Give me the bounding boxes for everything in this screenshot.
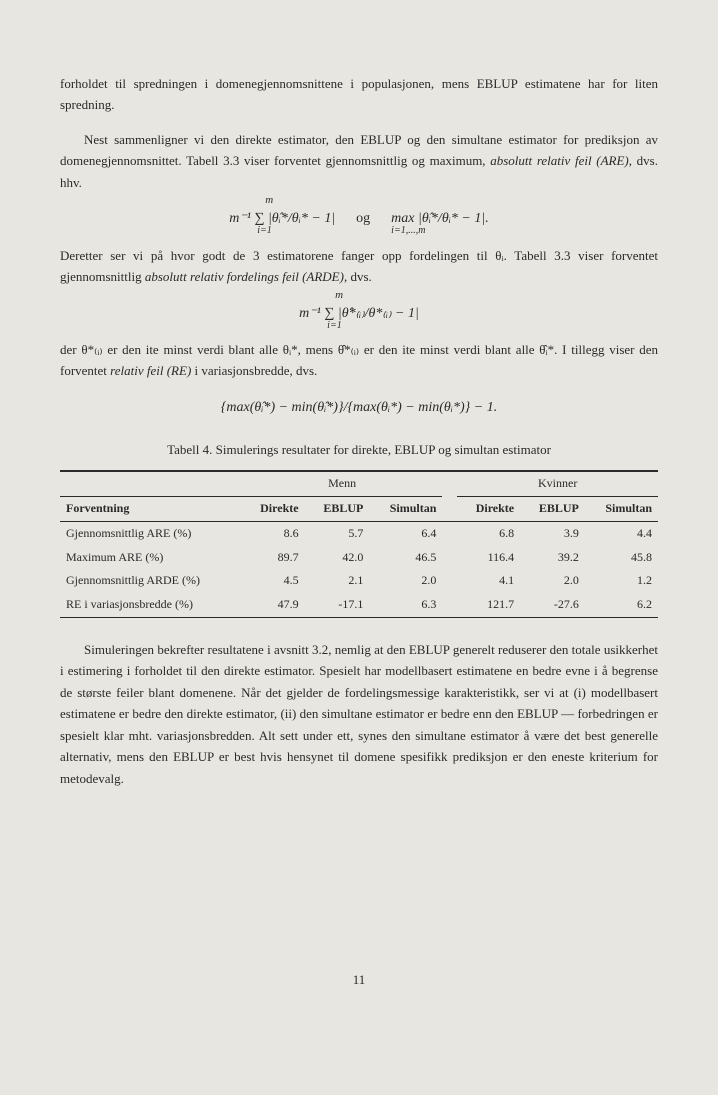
row-label: Gjennomsnittlig ARE (%)	[60, 521, 242, 545]
cell: 116.4	[457, 546, 520, 570]
formula-are: m m⁻¹ ∑ |θ̂ᵢ*/θᵢ* − 1| i=1 og max |θ̂ᵢ*/…	[60, 207, 658, 230]
cell: 89.7	[242, 546, 305, 570]
cell: 3.9	[520, 521, 585, 545]
page-number: 11	[60, 969, 658, 990]
formula1-og: og	[356, 211, 370, 226]
cell: 42.0	[305, 546, 370, 570]
cell: 6.8	[457, 521, 520, 545]
formula2-sup: m	[335, 286, 343, 304]
table-row: RE i variasjonsbredde (%) 47.9 -17.1 6.3…	[60, 593, 658, 617]
table-row: Gjennomsnittlig ARE (%) 8.6 5.7 6.4 6.8 …	[60, 521, 658, 545]
cell: 4.4	[585, 521, 658, 545]
cell: 2.0	[369, 569, 442, 593]
results-table: Menn Kvinner Forventning Direkte EBLUP S…	[60, 470, 658, 619]
cell: 46.5	[369, 546, 442, 570]
group-header-kvinner: Kvinner	[457, 471, 658, 496]
paragraph-3: Deretter ser vi på hvor godt de 3 estima…	[60, 245, 658, 288]
formula1-left: m⁻¹ ∑ |θ̂ᵢ*/θᵢ* − 1|	[229, 211, 335, 226]
col-eblup-2: EBLUP	[520, 496, 585, 521]
cell: 8.6	[242, 521, 305, 545]
row-label: RE i variasjonsbredde (%)	[60, 593, 242, 617]
table-row: Gjennomsnittlig ARDE (%) 4.5 2.1 2.0 4.1…	[60, 569, 658, 593]
table-caption: Tabell 4. Simulerings resultater for dir…	[60, 439, 658, 460]
para4-text-c: i variasjonsbredde, dvs.	[191, 363, 317, 378]
cell: 39.2	[520, 546, 585, 570]
cell: 4.5	[242, 569, 305, 593]
col-simultan-2: Simultan	[585, 496, 658, 521]
cell: 121.7	[457, 593, 520, 617]
cell: 1.2	[585, 569, 658, 593]
row-label: Gjennomsnittlig ARDE (%)	[60, 569, 242, 593]
cell: 2.1	[305, 569, 370, 593]
group-header-menn: Menn	[242, 471, 443, 496]
paragraph-4: der θ*₍ᵢ₎ er den ite minst verdi blant a…	[60, 339, 658, 382]
para3-italic: absolutt relativ fordelings feil (ARDE)	[145, 269, 344, 284]
paragraph-5: Simuleringen bekrefter resultatene i avs…	[60, 639, 658, 789]
cell: 5.7	[305, 521, 370, 545]
formula1-sup: m	[265, 191, 273, 209]
formula2-text: m⁻¹ ∑ |θ̂*₍ᵢ₎/θ*₍ᵢ₎ − 1|	[299, 306, 419, 321]
formula-arde: m m⁻¹ ∑ |θ̂*₍ᵢ₎/θ*₍ᵢ₎ − 1| i=1	[60, 301, 658, 324]
cell: -17.1	[305, 593, 370, 617]
paragraph-1: forholdet til spredningen i domenegjenno…	[60, 73, 658, 116]
col-direkte-2: Direkte	[457, 496, 520, 521]
para4-italic: relativ feil (RE)	[110, 363, 191, 378]
cell: -27.6	[520, 593, 585, 617]
cell: 45.8	[585, 546, 658, 570]
cell: 47.9	[242, 593, 305, 617]
page-content: forholdet til spredningen i domenegjenno…	[0, 0, 718, 1030]
paragraph-2: Nest sammenligner vi den direkte estimat…	[60, 129, 658, 193]
col-simultan-1: Simultan	[369, 496, 442, 521]
table-row: Maximum ARE (%) 89.7 42.0 46.5 116.4 39.…	[60, 546, 658, 570]
cell: 6.3	[369, 593, 442, 617]
formula1-sub-left: i=1	[257, 223, 272, 240]
formula1-sub-right: i=1,...,m	[391, 223, 425, 240]
row-label: Maximum ARE (%)	[60, 546, 242, 570]
formula-re: {max(θ̂ᵢ*) − min(θ̂ᵢ*)}/{max(θᵢ*) − min(…	[60, 396, 658, 419]
col-eblup-1: EBLUP	[305, 496, 370, 521]
para2-italic: absolutt relativ feil (ARE)	[490, 153, 629, 168]
col-direkte-1: Direkte	[242, 496, 305, 521]
cell: 6.4	[369, 521, 442, 545]
cell: 6.2	[585, 593, 658, 617]
para3-text-c: , dvs.	[344, 269, 372, 284]
formula2-sub: i=1	[327, 318, 342, 335]
cell: 4.1	[457, 569, 520, 593]
formula3-text: {max(θ̂ᵢ*) − min(θ̂ᵢ*)}/{max(θᵢ*) − min(…	[221, 400, 497, 415]
cell: 2.0	[520, 569, 585, 593]
col-forventning: Forventning	[60, 496, 242, 521]
